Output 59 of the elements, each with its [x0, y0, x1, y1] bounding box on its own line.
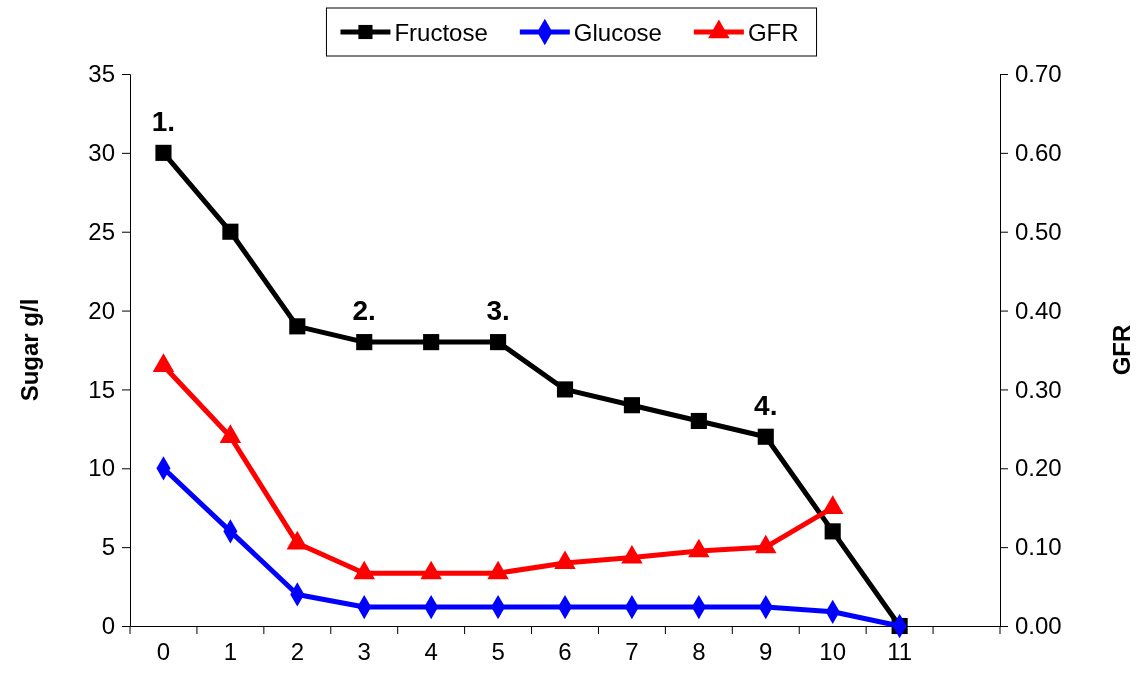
- point: [219, 424, 242, 443]
- point: [423, 334, 440, 351]
- point: [554, 550, 576, 570]
- y2-tick-label: 0.20: [1015, 454, 1062, 482]
- point: [152, 353, 175, 372]
- annotation: 3.: [486, 295, 510, 327]
- point: [824, 523, 841, 540]
- y2-tick-label: 0.00: [1015, 612, 1062, 640]
- point: [688, 538, 710, 558]
- x-tick-label: 9: [759, 638, 773, 666]
- point: [623, 397, 640, 414]
- x-tick-label: 3: [357, 638, 371, 666]
- point: [289, 318, 306, 335]
- annotation: 4.: [754, 389, 778, 421]
- y2-tick-label: 0.50: [1015, 217, 1062, 245]
- legend-label: Fructose: [394, 19, 488, 46]
- point: [621, 544, 643, 564]
- x-tick-label: 10: [819, 638, 847, 666]
- y-tick-label: 20: [88, 296, 115, 324]
- point: [490, 334, 507, 351]
- point: [755, 534, 777, 554]
- point: [487, 560, 509, 580]
- y2-tick-label: 0.10: [1015, 533, 1062, 561]
- x-tick-label: 0: [156, 638, 171, 666]
- y-axis-title: Sugar g/l: [16, 298, 43, 402]
- point: [353, 560, 375, 580]
- point: [356, 334, 373, 351]
- legend-label: GFR: [747, 19, 799, 46]
- point: [757, 428, 774, 445]
- point: [420, 560, 442, 580]
- y2-tick-label: 0.40: [1015, 296, 1062, 324]
- y2-axis-title: GFR: [1108, 324, 1135, 376]
- legend-label: Glucose: [573, 19, 662, 46]
- y-tick-label: 25: [88, 217, 115, 245]
- y2-tick-label: 0.30: [1015, 375, 1062, 403]
- point: [222, 223, 239, 240]
- x-tick-label: 4: [424, 638, 438, 666]
- y-tick-label: 10: [88, 454, 115, 482]
- point: [155, 144, 172, 161]
- x-tick-label: 8: [692, 638, 706, 666]
- y2-tick-label: 0.60: [1015, 139, 1062, 167]
- annotation: 2.: [352, 295, 376, 327]
- point: [690, 412, 707, 430]
- x-tick-label: 11: [887, 638, 913, 666]
- x-tick-label: 1: [223, 638, 238, 666]
- y-tick-label: 0: [101, 612, 115, 640]
- y2-tick-label: 0.70: [1015, 60, 1062, 88]
- point: [821, 495, 844, 514]
- x-tick-label: 6: [558, 638, 572, 666]
- x-tick-label: 7: [625, 638, 639, 666]
- y-tick-label: 35: [88, 60, 115, 88]
- point: [556, 381, 574, 398]
- y-tick-label: 15: [88, 375, 115, 403]
- y-tick-label: 5: [101, 533, 115, 561]
- point: [286, 530, 309, 550]
- y-tick-label: 30: [88, 139, 115, 167]
- x-tick-label: 5: [491, 638, 505, 666]
- annotation: 1.: [151, 105, 176, 137]
- x-tick-label: 2: [290, 638, 304, 666]
